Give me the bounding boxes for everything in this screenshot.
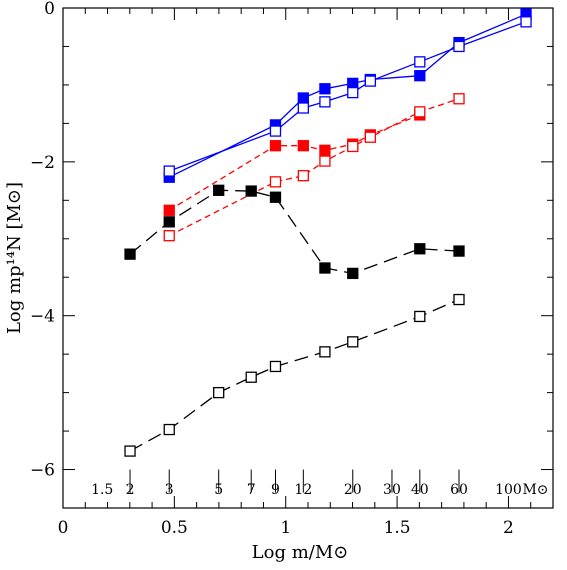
series-line	[129, 189, 460, 275]
x-tick-label: 1	[280, 518, 291, 538]
data-point-open	[453, 40, 465, 53]
data-point-filled	[245, 185, 257, 197]
data-point-open	[269, 360, 282, 373]
data-point-open	[163, 165, 175, 177]
x-tick-label: 0.5	[161, 518, 188, 538]
data-point-open	[364, 131, 377, 143]
data-point-filled	[269, 191, 282, 203]
data-point-filled	[213, 184, 225, 196]
mass-unit-label: M⊙	[522, 482, 548, 498]
data-point-filled	[414, 70, 426, 82]
data-point-filled	[163, 204, 175, 216]
data-point-filled	[347, 77, 359, 90]
x-tick-label: 2	[503, 518, 514, 538]
y-tick-label: −6	[30, 461, 55, 481]
data-point-open	[213, 386, 225, 399]
series-line	[168, 114, 421, 211]
data-point-open	[269, 176, 282, 188]
data-point-open	[297, 102, 309, 114]
mass-tick-label: 5	[214, 482, 223, 498]
data-point-open	[319, 155, 331, 167]
mass-tick-label: 9	[271, 482, 280, 498]
plot-frame	[62, 7, 554, 509]
data-point-open	[453, 93, 465, 105]
y-axis-title: Log mp¹⁴N [M⊙]	[4, 182, 25, 334]
mass-tick-label: 3	[165, 482, 174, 498]
y-tick-label: −4	[30, 307, 55, 327]
data-point-filled	[453, 245, 465, 257]
data-point-filled	[319, 262, 331, 274]
y-tick-label: 0	[44, 0, 55, 19]
data-point-open	[269, 125, 282, 137]
x-tick-label: 0	[58, 518, 69, 538]
data-point-open	[347, 86, 359, 99]
x-tick-label: 1.5	[384, 518, 411, 538]
data-point-filled	[124, 248, 136, 260]
mass-tick-label: 100	[495, 482, 522, 498]
data-point-filled	[347, 267, 359, 280]
data-point-open	[319, 96, 331, 108]
data-point-open	[414, 106, 426, 118]
mass-tick-label: 1.5	[91, 482, 113, 498]
y-tick-label: −2	[30, 153, 55, 173]
data-point-filled	[319, 144, 331, 156]
data-point-open	[124, 445, 136, 457]
data-point-open	[245, 371, 257, 383]
mass-tick-label: 7	[247, 482, 256, 498]
plot-area: 0 0.5 1 1.5 20−2−4−61.5 2 3 5 7 9 12 20 30 40 60 100 M⊙	[30, 0, 554, 538]
data-point-open	[364, 75, 377, 87]
data-point-filled	[319, 83, 331, 95]
mass-tick-label: 60	[450, 482, 468, 498]
mass-tick-label: 30	[383, 482, 401, 498]
x-axis-title: Log m/M⊙	[252, 542, 349, 563]
data-point-open	[414, 310, 426, 323]
data-point-open	[163, 423, 175, 436]
data-point-open	[414, 56, 426, 68]
data-point-filled	[297, 92, 309, 104]
data-point-open	[453, 293, 465, 306]
mass-tick-label: 40	[411, 482, 429, 498]
series-line	[129, 298, 460, 452]
data-point-open	[297, 170, 309, 182]
mass-tick-label: 2	[126, 482, 135, 498]
series-layer	[124, 8, 532, 457]
data-point-filled	[269, 140, 282, 152]
data-point-open	[520, 16, 532, 28]
data-point-open	[347, 140, 359, 153]
mass-tick-label: 20	[344, 482, 362, 498]
mass-tick-label: 12	[294, 482, 312, 498]
data-point-filled	[297, 140, 309, 152]
data-point-open	[319, 346, 331, 358]
data-point-open	[163, 230, 175, 242]
data-point-filled	[414, 243, 426, 255]
data-point-open	[347, 336, 359, 348]
data-point-filled	[163, 216, 175, 228]
